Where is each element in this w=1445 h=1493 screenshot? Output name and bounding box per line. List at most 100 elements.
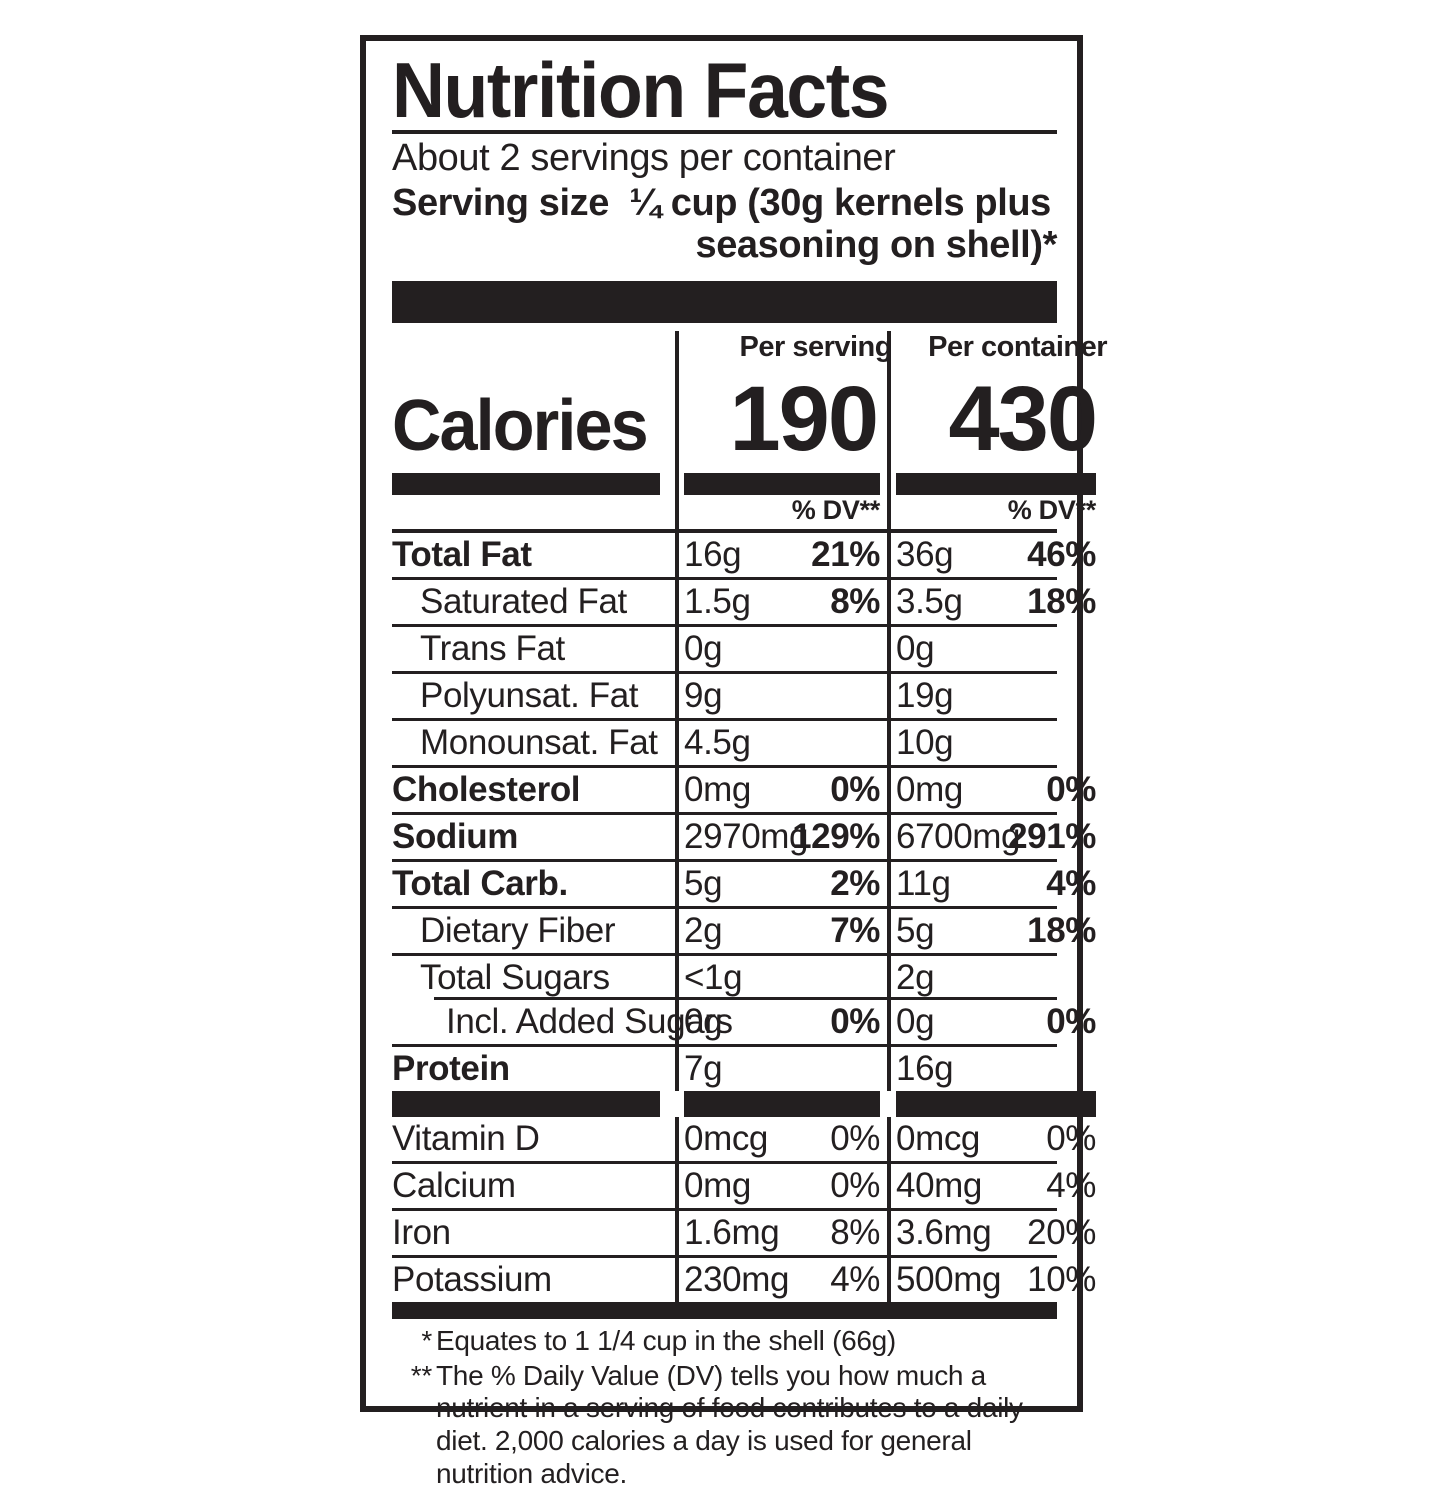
nutrient-name: Total Carb. [392, 863, 568, 903]
nutrient-amount: 6700mg [896, 816, 1021, 856]
nutrient-amount: 2g [896, 957, 935, 997]
nutrient-name: Total Sugars [420, 957, 610, 997]
column-header-row: Per serving Per container [392, 323, 1108, 375]
title-divider [392, 129, 1057, 134]
serving-size-value: ¼ cup (30g kernels plus [629, 181, 1051, 224]
nutrient-amount: 40mg [896, 1165, 982, 1205]
nutrient-amount: 11g [896, 863, 951, 903]
nutrient-daily-value: 18% [1027, 910, 1096, 950]
nutrient-daily-value: 20% [1027, 1212, 1096, 1252]
nutrient-name: Vitamin D [392, 1118, 540, 1158]
table-row: Saturated Fat 1.5g 8% 3.5g 18% [392, 576, 1096, 624]
table-row: Dietary Fiber 2g 7% 5g 18% [392, 905, 1096, 953]
calories-label: Calories [392, 385, 649, 466]
nutrient-amount: 5g [684, 863, 723, 903]
footer-thick-bar [392, 1301, 1057, 1319]
footnote: * Equates to 1 1/4 cup in the shell (66g) [392, 1325, 1057, 1358]
nutrient-name: Polyunsat. Fat [420, 675, 639, 715]
nutrient-name: Total Fat [392, 534, 532, 574]
table-row: Total Sugars <1g 2g [392, 952, 1057, 1000]
nutrient-amount: 5g [896, 910, 935, 950]
nutrient-daily-value: 8% [830, 581, 880, 621]
nutrient-daily-value: 0% [1046, 1001, 1096, 1041]
nutrition-facts-inner: Nutrition Facts About 2 servings per con… [392, 51, 1108, 1493]
nutrient-daily-value: 2% [830, 863, 880, 903]
nutrient-daily-value: 4% [1046, 863, 1096, 903]
header-thick-bar [392, 280, 1057, 323]
nutrient-amount: 1.5g [684, 581, 751, 621]
protein-thick-bar [392, 1090, 1096, 1117]
dv-header-row: % DV** % DV** [392, 495, 1097, 529]
table-row: Calcium 0mg 0% 40mg 4% [392, 1160, 1096, 1208]
nutrient-amount: 7g [684, 1048, 723, 1088]
nutrient-amount: 0mg [684, 769, 751, 809]
nutrient-amount: 0mcg [684, 1118, 768, 1158]
footnote-marker: ** [410, 1359, 433, 1391]
nutrient-daily-value: 0% [830, 1165, 880, 1205]
serving-size-row: Serving size ¼ cup (30g kernels plus sea… [392, 180, 1057, 267]
nutrient-daily-value: 4% [1046, 1165, 1096, 1205]
nutrient-amount: 16g [684, 534, 742, 574]
calories-per-serving: 190 [729, 367, 880, 470]
table-row: Protein 7g 16g [392, 1043, 1057, 1091]
table-row: Cholesterol 0mg 0% 0mg 0% [392, 764, 1096, 812]
nutrient-name: Potassium [392, 1259, 552, 1299]
table-row: Monounsat. Fat 4.5g 10g [392, 717, 1057, 765]
footnotes: * Equates to 1 1/4 cup in the shell (66g)… [392, 1319, 1057, 1491]
micronutrient-table: Vitamin D 0mcg 0% 0mcg 0% Calcium 0mg 0% 40mg 4% I… [392, 1116, 1096, 1302]
nutrient-daily-value: 10% [1027, 1259, 1096, 1299]
nutrient-daily-value: 0% [830, 1118, 880, 1158]
table-row: Sodium 2970mg 129% 6700mg 291% [392, 811, 1096, 859]
nutrient-daily-value: 18% [1027, 581, 1096, 621]
footnote-text: The % Daily Value (DV) tells you how muc… [436, 1359, 1023, 1489]
serving-size-value-line2: seasoning on shell)* [695, 224, 1057, 267]
nutrient-amount: 3.6mg [896, 1212, 992, 1252]
table-row: Potassium 230mg 4% 500mg 10% [392, 1254, 1096, 1302]
nutrient-amount: <1g [684, 957, 743, 997]
nutrient-amount: 36g [896, 534, 954, 574]
nutrient-daily-value: 0% [1046, 769, 1096, 809]
nutrient-name: Calcium [392, 1165, 516, 1205]
nutrient-name: Monounsat. Fat [420, 722, 658, 762]
column-divider-1 [675, 330, 679, 529]
nutrient-amount: 1.6mg [684, 1212, 780, 1252]
nutrient-amount: 3.5g [896, 581, 963, 621]
col-header-per-container: Per container [928, 330, 1107, 363]
serving-size-label: Serving size [392, 181, 609, 224]
footnote-marker: * [421, 1324, 432, 1356]
col-header-per-serving: Per serving [739, 330, 893, 363]
dv-header-per-container: % DV** [1007, 494, 1097, 525]
table-row: Vitamin D 0mcg 0% 0mcg 0% [392, 1117, 1096, 1161]
column-divider-2-table [887, 528, 891, 1091]
nutrient-daily-value: 291% [1008, 816, 1096, 856]
calories-thick-bar [392, 472, 1096, 495]
nutrient-name: Dietary Fiber [420, 910, 616, 950]
table-row: Incl. Added Sugars 0g 0% 0g 0% [392, 996, 1096, 1044]
nutrient-amount: 19g [896, 675, 954, 715]
nutrient-name: Protein [392, 1048, 510, 1088]
nutrient-amount: 500mg [896, 1259, 1002, 1299]
nutrient-table: Total Fat 16g 21% 36g 46% Saturated Fat 1.5g 8%… [392, 528, 1096, 1091]
nutrient-daily-value: 46% [1027, 534, 1096, 574]
calories-row: Calories 190 430 [392, 368, 1098, 473]
nutrient-daily-value: 21% [811, 534, 880, 574]
nutrient-amount: 10g [896, 722, 954, 762]
nutrient-name: Iron [392, 1212, 451, 1252]
nutrient-amount: 230mg [684, 1259, 790, 1299]
nutrient-name: Cholesterol [392, 769, 581, 809]
calories-per-container: 430 [948, 367, 1099, 470]
column-divider-2 [887, 330, 891, 529]
nutrient-amount: 0g [684, 1001, 723, 1041]
nutrient-amount: 0g [896, 1001, 935, 1041]
table-row: Total Fat 16g 21% 36g 46% [392, 528, 1096, 577]
nutrient-name: Trans Fat [420, 628, 565, 668]
nutrient-amount: 2970mg [684, 816, 809, 856]
nutrient-amount: 16g [896, 1048, 954, 1088]
nutrient-daily-value: 129% [792, 816, 880, 856]
nutrient-name: Sodium [392, 816, 518, 856]
nutrient-amount: 0mg [896, 769, 963, 809]
table-row: Trans Fat 0g 0g [392, 623, 1057, 671]
table-row: Polyunsat. Fat 9g 19g [392, 670, 1057, 718]
table-row: Total Carb. 5g 2% 11g 4% [392, 858, 1096, 906]
nutrient-daily-value: 8% [830, 1212, 880, 1252]
